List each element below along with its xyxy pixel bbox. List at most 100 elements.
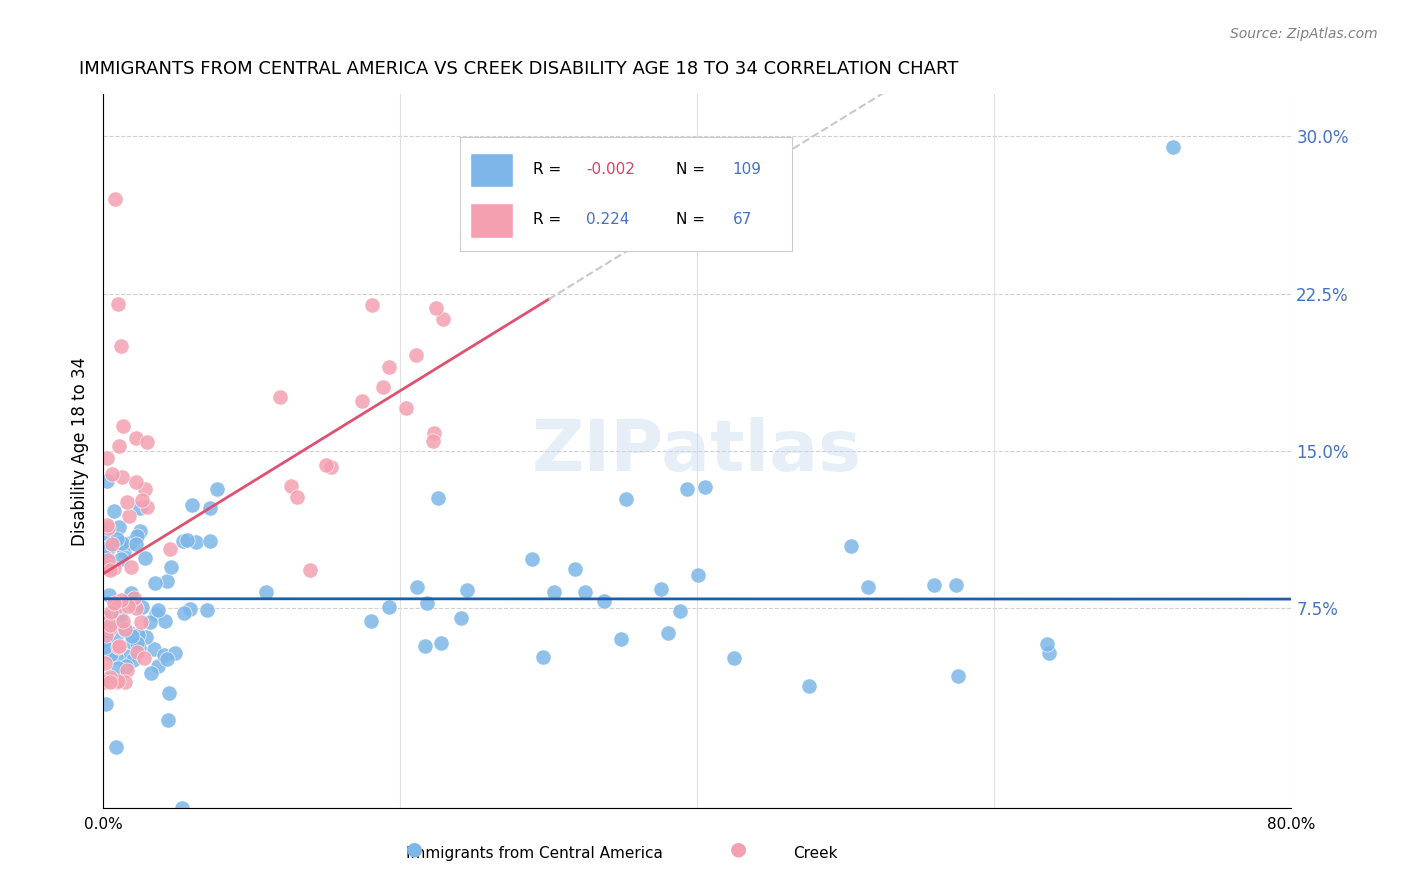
Immigrants from Central America bbox=[856, 580, 879, 594]
Creek bbox=[114, 623, 136, 637]
Creek bbox=[98, 621, 121, 635]
Immigrants from Central America bbox=[429, 636, 451, 650]
Creek bbox=[103, 596, 125, 610]
Immigrants from Central America bbox=[135, 631, 157, 645]
Immigrants from Central America bbox=[426, 491, 449, 505]
Creek bbox=[115, 495, 138, 509]
Immigrants from Central America bbox=[676, 482, 699, 496]
Text: Source: ZipAtlas.com: Source: ZipAtlas.com bbox=[1230, 27, 1378, 41]
Immigrants from Central America bbox=[110, 611, 132, 625]
Immigrants from Central America bbox=[360, 614, 382, 628]
Immigrants from Central America bbox=[105, 532, 128, 546]
Immigrants from Central America bbox=[93, 526, 115, 541]
Creek bbox=[378, 359, 401, 374]
Immigrants from Central America bbox=[456, 582, 478, 597]
Immigrants from Central America bbox=[1036, 637, 1059, 651]
Text: ZIPatlas: ZIPatlas bbox=[531, 417, 862, 485]
Creek bbox=[107, 297, 129, 311]
Immigrants from Central America bbox=[110, 552, 132, 566]
Creek bbox=[111, 419, 134, 434]
Immigrants from Central America bbox=[120, 586, 142, 600]
Immigrants from Central America bbox=[160, 559, 183, 574]
Immigrants from Central America bbox=[98, 555, 121, 569]
Immigrants from Central America bbox=[127, 628, 149, 642]
Immigrants from Central America bbox=[118, 625, 141, 640]
Immigrants from Central America bbox=[118, 535, 141, 549]
Creek bbox=[98, 674, 121, 689]
Immigrants from Central America bbox=[1038, 646, 1060, 660]
Immigrants from Central America bbox=[104, 629, 127, 643]
Creek bbox=[96, 517, 118, 532]
Immigrants from Central America bbox=[97, 541, 120, 555]
Creek bbox=[425, 301, 447, 316]
Immigrants from Central America bbox=[157, 713, 180, 727]
Text: ●: ● bbox=[730, 839, 747, 858]
Creek bbox=[108, 439, 131, 453]
Immigrants from Central America bbox=[112, 543, 135, 558]
Creek bbox=[98, 670, 121, 684]
Creek bbox=[96, 552, 118, 566]
Creek bbox=[125, 601, 148, 615]
Creek bbox=[98, 563, 121, 577]
Creek bbox=[136, 435, 159, 450]
Creek bbox=[93, 657, 115, 671]
Creek bbox=[101, 536, 124, 550]
Immigrants from Central America bbox=[657, 626, 679, 640]
Creek bbox=[94, 627, 117, 641]
Immigrants from Central America bbox=[669, 604, 692, 618]
Immigrants from Central America bbox=[205, 482, 228, 496]
Immigrants from Central America bbox=[799, 679, 821, 693]
Creek bbox=[129, 615, 152, 629]
Immigrants from Central America bbox=[254, 585, 277, 599]
Creek bbox=[100, 467, 122, 481]
Text: Creek: Creek bbox=[793, 846, 838, 861]
Immigrants from Central America bbox=[107, 661, 129, 675]
Creek bbox=[96, 450, 118, 465]
Creek bbox=[104, 192, 127, 206]
Creek bbox=[98, 617, 121, 632]
Creek bbox=[405, 347, 427, 361]
Immigrants from Central America bbox=[173, 606, 195, 620]
Text: ●: ● bbox=[406, 839, 423, 858]
Immigrants from Central America bbox=[108, 519, 131, 533]
Immigrants from Central America bbox=[574, 585, 596, 599]
Immigrants from Central America bbox=[121, 653, 143, 667]
Creek bbox=[132, 651, 155, 665]
Immigrants from Central America bbox=[107, 599, 129, 613]
Immigrants from Central America bbox=[157, 686, 180, 700]
Immigrants from Central America bbox=[170, 800, 193, 814]
Immigrants from Central America bbox=[416, 596, 439, 610]
Creek bbox=[118, 509, 141, 524]
Creek bbox=[299, 563, 322, 577]
Creek bbox=[112, 615, 135, 629]
Immigrants from Central America bbox=[146, 659, 169, 673]
Creek bbox=[315, 458, 337, 472]
Creek bbox=[107, 674, 129, 689]
Creek bbox=[115, 664, 138, 678]
Immigrants from Central America bbox=[1161, 140, 1184, 154]
Immigrants from Central America bbox=[200, 533, 222, 548]
Y-axis label: Disability Age 18 to 34: Disability Age 18 to 34 bbox=[72, 357, 89, 546]
Immigrants from Central America bbox=[945, 578, 967, 592]
Creek bbox=[134, 482, 156, 496]
Immigrants from Central America bbox=[143, 576, 166, 591]
Creek bbox=[422, 426, 444, 441]
Immigrants from Central America bbox=[946, 669, 969, 683]
Immigrants from Central America bbox=[200, 500, 222, 515]
Text: IMMIGRANTS FROM CENTRAL AMERICA VS CREEK DISABILITY AGE 18 TO 34 CORRELATION CHA: IMMIGRANTS FROM CENTRAL AMERICA VS CREEK… bbox=[79, 60, 959, 78]
Creek bbox=[93, 674, 115, 689]
Immigrants from Central America bbox=[134, 551, 156, 566]
Immigrants from Central America bbox=[98, 672, 121, 686]
Immigrants from Central America bbox=[125, 636, 148, 650]
Immigrants from Central America bbox=[93, 634, 115, 648]
Immigrants from Central America bbox=[105, 649, 128, 664]
Immigrants from Central America bbox=[96, 475, 118, 489]
Creek bbox=[350, 393, 373, 408]
Creek bbox=[127, 645, 149, 659]
Immigrants from Central America bbox=[108, 608, 131, 623]
Creek bbox=[110, 339, 132, 353]
Creek bbox=[432, 312, 454, 326]
Immigrants from Central America bbox=[723, 650, 745, 665]
Creek bbox=[107, 599, 129, 613]
Immigrants from Central America bbox=[406, 580, 429, 594]
